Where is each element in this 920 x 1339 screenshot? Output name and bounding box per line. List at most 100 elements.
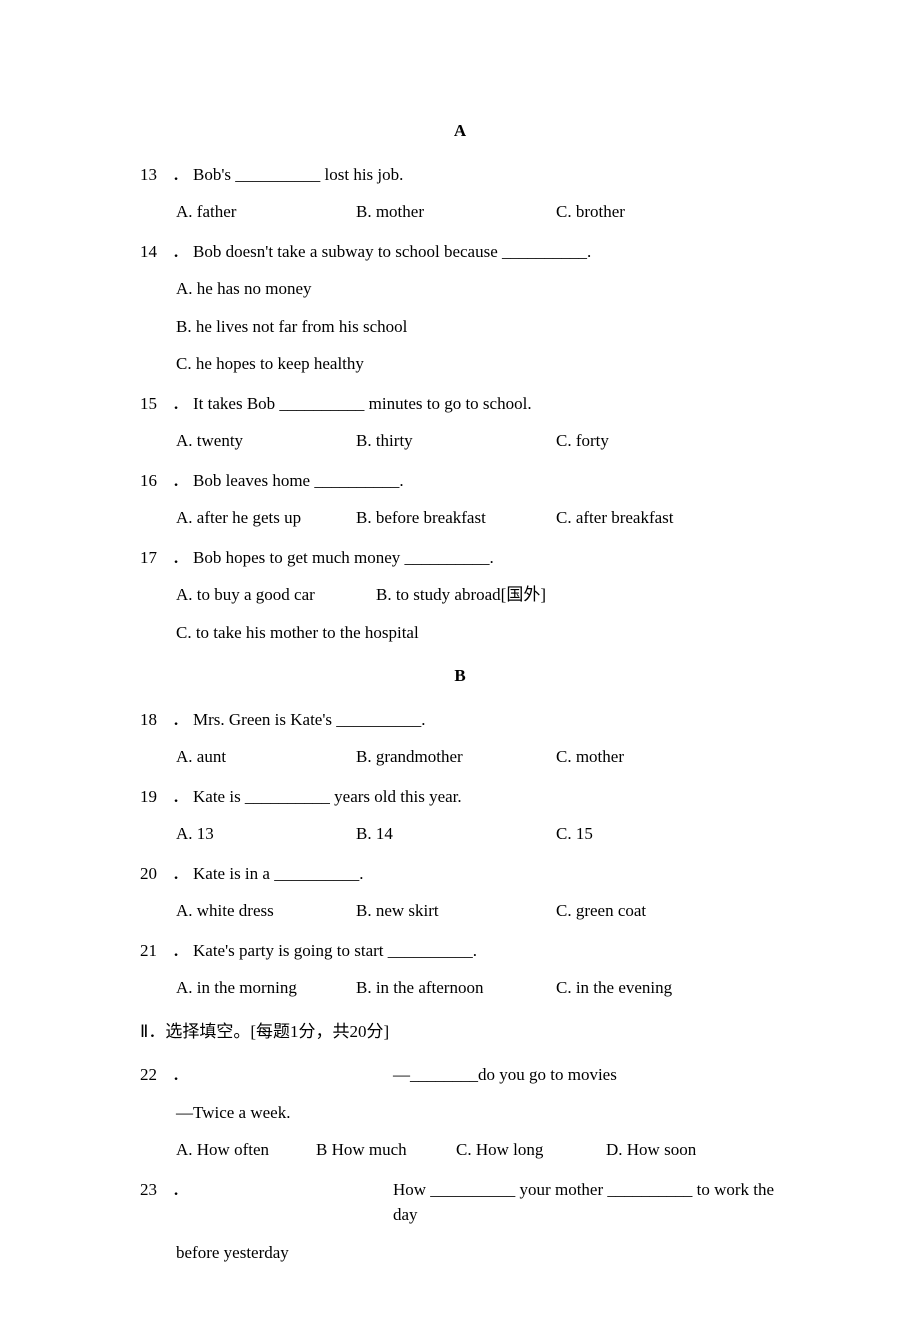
options-row: A. twenty B. thirty C. forty [176,428,780,454]
question-17: 17 ． Bob hopes to get much money _______… [140,545,780,646]
option-c: C. to take his mother to the hospital [176,620,780,646]
question-text: 20 ． Kate is in a __________. [140,861,780,887]
section-b-header: B [140,663,780,689]
option-a: A. How often [176,1137,316,1163]
question-13: 13 ． Bob's __________ lost his job. A. f… [140,162,780,225]
question-dot: ． [172,239,189,265]
question-number: 13 [140,162,170,188]
option-a: A. to buy a good car [176,582,376,608]
question-dot: ． [172,707,189,733]
question-number: 16 [140,468,170,494]
question-number: 19 [140,784,170,810]
option-b: B. before breakfast [356,505,556,531]
option-a: A. twenty [176,428,356,454]
question-text: 23 ． How __________ your mother ________… [140,1177,780,1228]
question-body: Mrs. Green is Kate's __________. [193,707,780,733]
option-b: B. mother [356,199,556,225]
question-body: Bob's __________ lost his job. [193,162,780,188]
question-16: 16 ． Bob leaves home __________. A. afte… [140,468,780,531]
question-body: How __________ your mother __________ to… [393,1177,780,1228]
question-body: Kate's party is going to start _________… [193,938,780,964]
question-number: 17 [140,545,170,571]
question-body: —________do you go to movies [393,1062,780,1088]
options-row: A. father B. mother C. brother [176,199,780,225]
options-row: A. after he gets up B. before breakfast … [176,505,780,531]
options: A. to buy a good car B. to study abroad[… [176,582,780,645]
question-text: 22 ． —________do you go to movies [140,1062,780,1088]
option-a: A. father [176,199,356,225]
question-dot: ． [172,938,189,964]
question-22: 22 ． —________do you go to movies —Twice… [140,1062,780,1163]
option-a: A. white dress [176,898,356,924]
question-dot: ． [172,861,189,887]
question-text: 15 ． It takes Bob __________ minutes to … [140,391,780,417]
section-a-header: A [140,118,780,144]
option-b: B How much [316,1137,456,1163]
option-c: C. forty [556,428,736,454]
question-15: 15 ． It takes Bob __________ minutes to … [140,391,780,454]
question-text: 13 ． Bob's __________ lost his job. [140,162,780,188]
options: A. 13 B. 14 C. 15 [176,821,780,847]
option-c: C. How long [456,1137,606,1163]
options: A. in the morning B. in the afternoon C.… [176,975,780,1001]
question-body: Kate is __________ years old this year. [193,784,780,810]
question-text: 21 ． Kate's party is going to start ____… [140,938,780,964]
option-d: D. How soon [606,1137,746,1163]
options-row: A. 13 B. 14 C. 15 [176,821,780,847]
question-text: 14 ． Bob doesn't take a subway to school… [140,239,780,265]
question-continuation: before yesterday [176,1240,780,1266]
question-20: 20 ． Kate is in a __________. A. white d… [140,861,780,924]
question-text: 19 ． Kate is __________ years old this y… [140,784,780,810]
question-number: 15 [140,391,170,417]
option-a: A. he has no money [176,276,780,302]
question-18: 18 ． Mrs. Green is Kate's __________. A.… [140,707,780,770]
question-body: It takes Bob __________ minutes to go to… [193,391,780,417]
question-body: Bob doesn't take a subway to school beca… [193,239,780,265]
question-body: Bob leaves home __________. [193,468,780,494]
option-b: B. he lives not far from his school [176,314,780,340]
option-c: C. after breakfast [556,505,736,531]
question-dot: ． [172,545,189,571]
options: A. after he gets up B. before breakfast … [176,505,780,531]
question-text: 18 ． Mrs. Green is Kate's __________. [140,707,780,733]
options-row: A. to buy a good car B. to study abroad[… [176,582,780,608]
option-c: C. mother [556,744,736,770]
document-page: A 13 ． Bob's __________ lost his job. A.… [0,0,920,1339]
option-b: B. 14 [356,821,556,847]
options: A. he has no money B. he lives not far f… [176,276,780,377]
question-text: 16 ． Bob leaves home __________. [140,468,780,494]
options-row: A. in the morning B. in the afternoon C.… [176,975,780,1001]
section-ii-title: Ⅱ．选择填空。[每题1分，共20分] [140,1019,780,1045]
question-number: 18 [140,707,170,733]
question-dot: ． [172,468,189,494]
option-c: C. he hopes to keep healthy [176,351,780,377]
options-row: A. How often B How much C. How long D. H… [176,1137,780,1163]
question-number: 20 [140,861,170,887]
options-row: A. aunt B. grandmother C. mother [176,744,780,770]
option-a: A. aunt [176,744,356,770]
question-number: 23 [140,1177,170,1203]
option-c: C. 15 [556,821,736,847]
question-dot: ． [172,1062,189,1088]
options: A. aunt B. grandmother C. mother [176,744,780,770]
question-21: 21 ． Kate's party is going to start ____… [140,938,780,1001]
question-19: 19 ． Kate is __________ years old this y… [140,784,780,847]
question-body: Bob hopes to get much money __________. [193,545,780,571]
question-14: 14 ． Bob doesn't take a subway to school… [140,239,780,377]
option-b: B. new skirt [356,898,556,924]
question-dot: ． [172,391,189,417]
question-dot: ． [172,1177,189,1203]
option-b: B. thirty [356,428,556,454]
options: A. father B. mother C. brother [176,199,780,225]
option-a: A. in the morning [176,975,356,1001]
option-c: C. brother [556,199,736,225]
question-dot: ． [172,784,189,810]
options: A. twenty B. thirty C. forty [176,428,780,454]
option-a: A. after he gets up [176,505,356,531]
options: A. white dress B. new skirt C. green coa… [176,898,780,924]
option-b: B. to study abroad[国外] [376,582,576,608]
option-b: B. grandmother [356,744,556,770]
question-number: 14 [140,239,170,265]
question-body: Kate is in a __________. [193,861,780,887]
option-c: C. in the evening [556,975,736,1001]
